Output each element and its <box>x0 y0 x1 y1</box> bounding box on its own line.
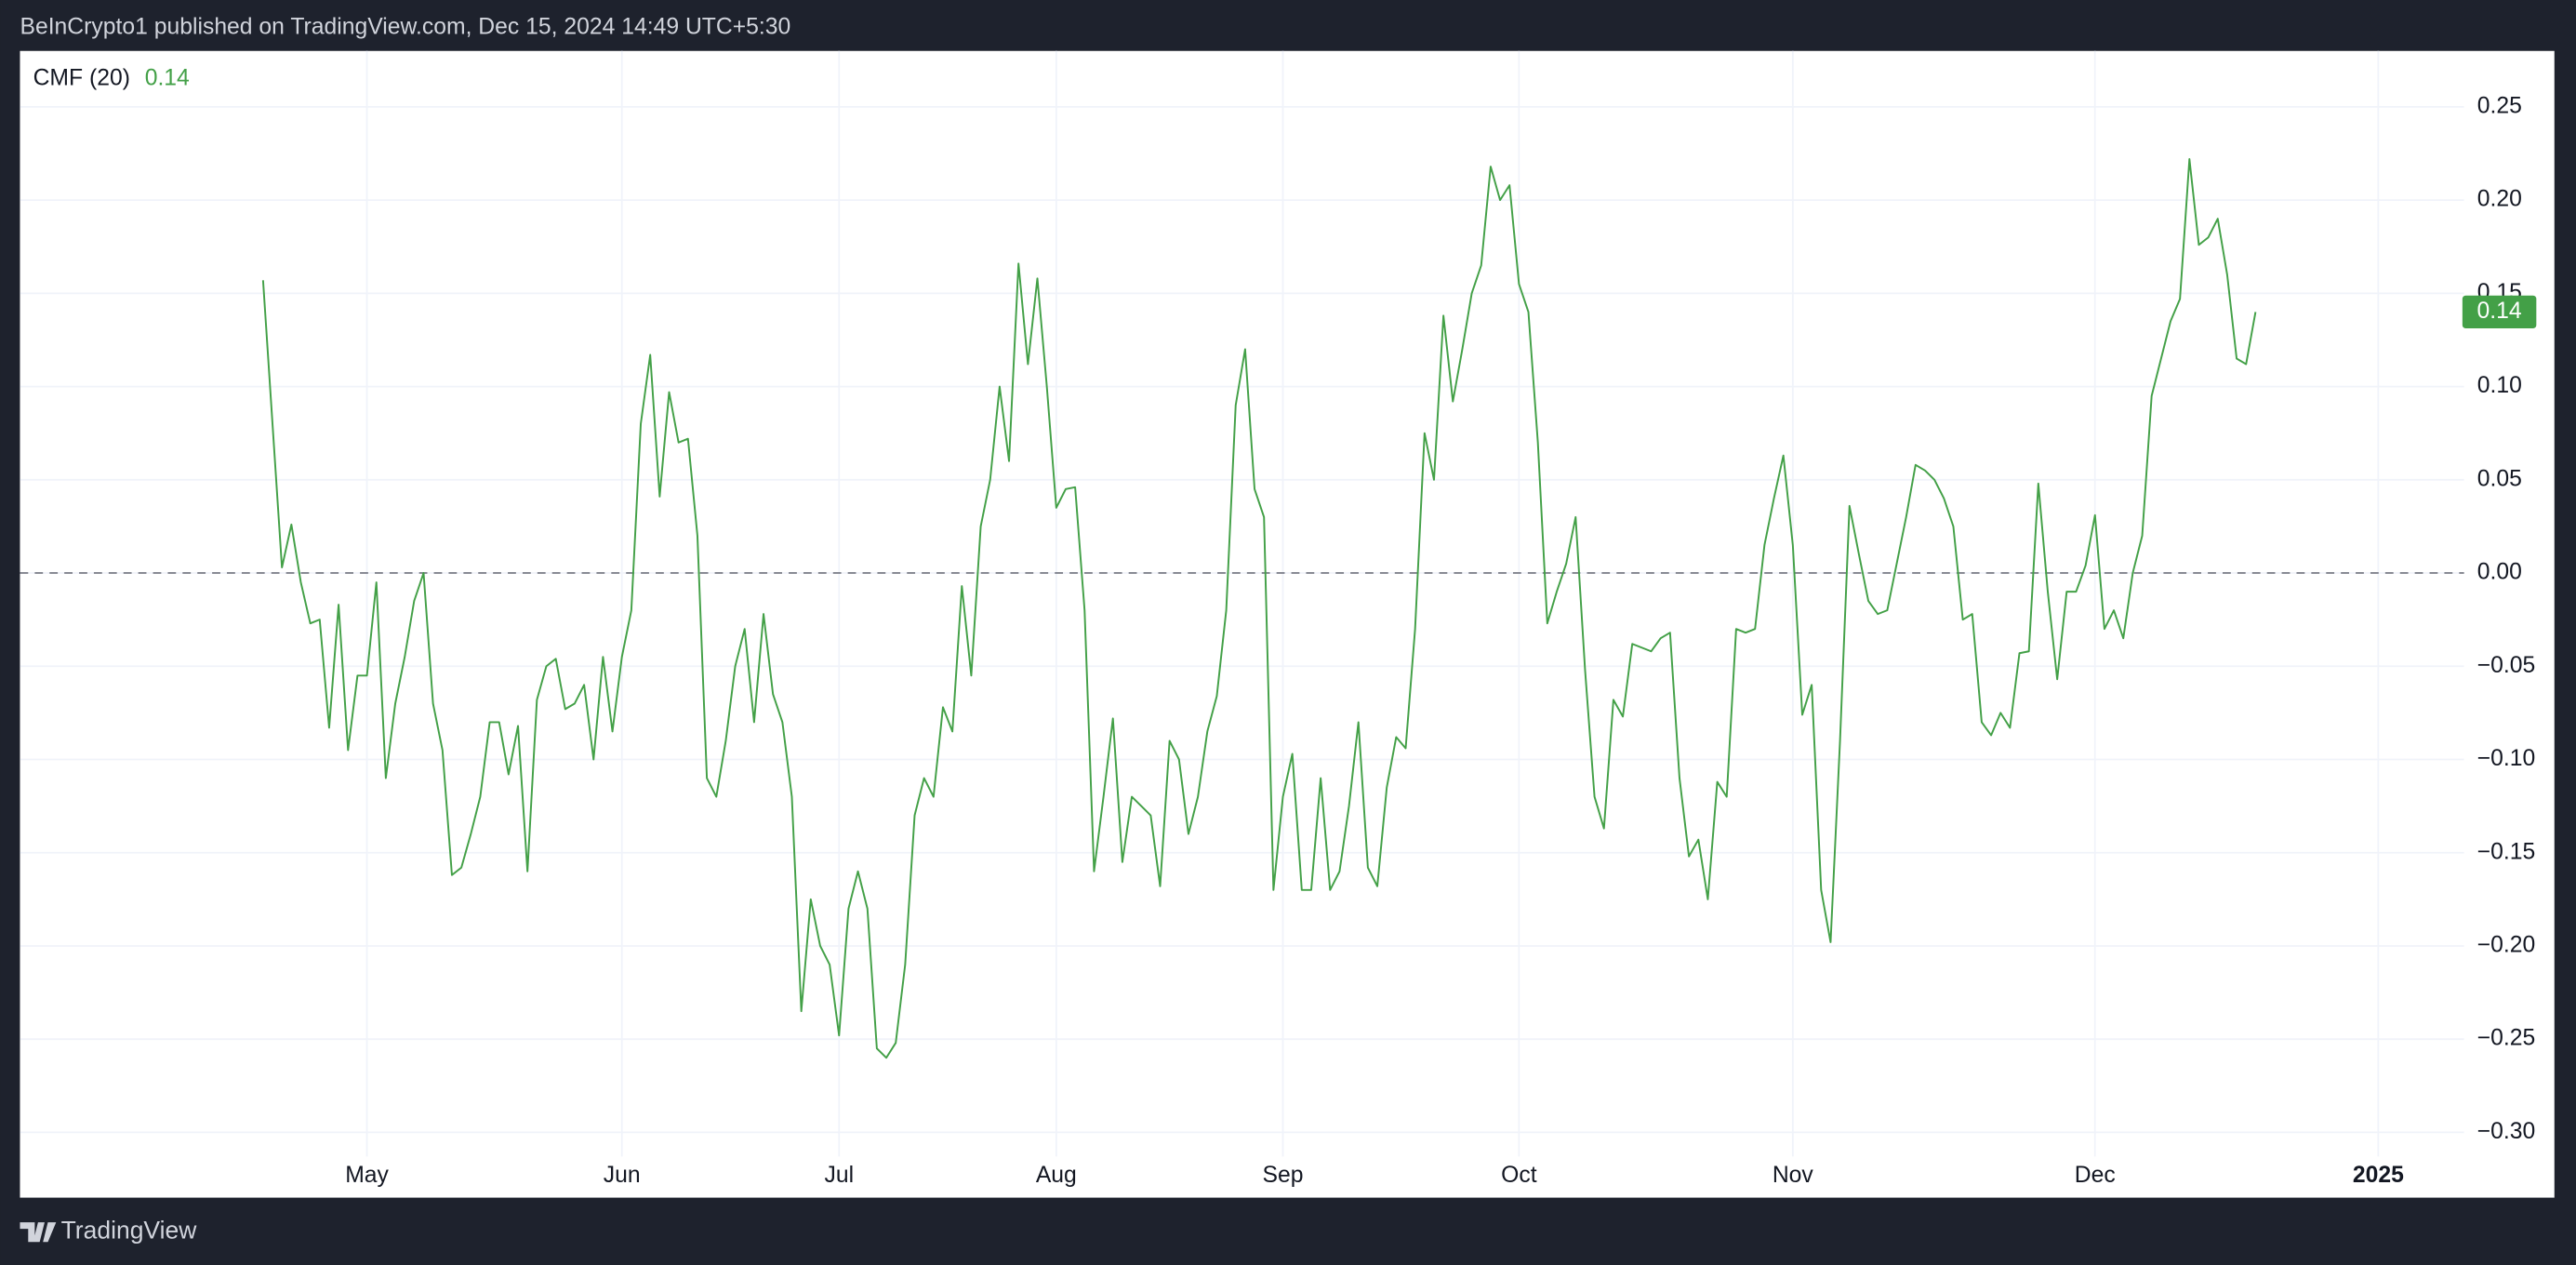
y-tick-label: −0.20 <box>2477 932 2536 957</box>
legend-name: CMF (20) <box>33 65 130 90</box>
x-tick-label: Jun <box>604 1163 641 1188</box>
brand-name: TradingView <box>61 1217 198 1245</box>
line-series <box>261 158 2257 1059</box>
header: BeInCrypto1 published on TradingView.com… <box>20 15 790 40</box>
x-tick-label: Dec <box>2075 1163 2116 1188</box>
last-value-tag <box>2462 295 2537 329</box>
brand-logo <box>20 1222 57 1243</box>
y-tick-label: −0.15 <box>2477 839 2536 864</box>
x-tick-label: Oct <box>1501 1163 1537 1188</box>
y-tick-label: 0.05 <box>2477 466 2522 491</box>
x-tick-label: May <box>345 1163 389 1188</box>
y-tick-label: 0.20 <box>2477 187 2522 212</box>
legend: CMF (20) 0.14 <box>33 65 190 90</box>
x-tick-label: Sep <box>1263 1163 1304 1188</box>
panel <box>20 50 2555 1198</box>
y-tick-label: −0.05 <box>2477 653 2536 678</box>
y-tick-label: −0.10 <box>2477 746 2536 771</box>
x-tick-label: Nov <box>1773 1163 1814 1188</box>
y-tick-label: −0.25 <box>2477 1026 2536 1051</box>
brand: TradingView <box>20 1217 197 1245</box>
last-value-label: 0.14 <box>2477 299 2522 324</box>
labels: 0.250.200.150.100.050.00−0.05−0.10−0.15−… <box>345 93 2537 1188</box>
y-tick-label: 0.10 <box>2477 373 2522 398</box>
y-tick-label: 0.00 <box>2477 560 2522 585</box>
x-tick-label: 2025 <box>2353 1163 2404 1188</box>
x-tick-label: Jul <box>824 1163 854 1188</box>
legend-value: 0.14 <box>145 65 190 90</box>
x-tick-label: Aug <box>1036 1163 1077 1188</box>
plot <box>261 158 2257 1059</box>
y-tick-label: 0.25 <box>2477 93 2522 118</box>
y-tick-label: −0.30 <box>2477 1119 2536 1144</box>
grid <box>20 50 2464 1157</box>
